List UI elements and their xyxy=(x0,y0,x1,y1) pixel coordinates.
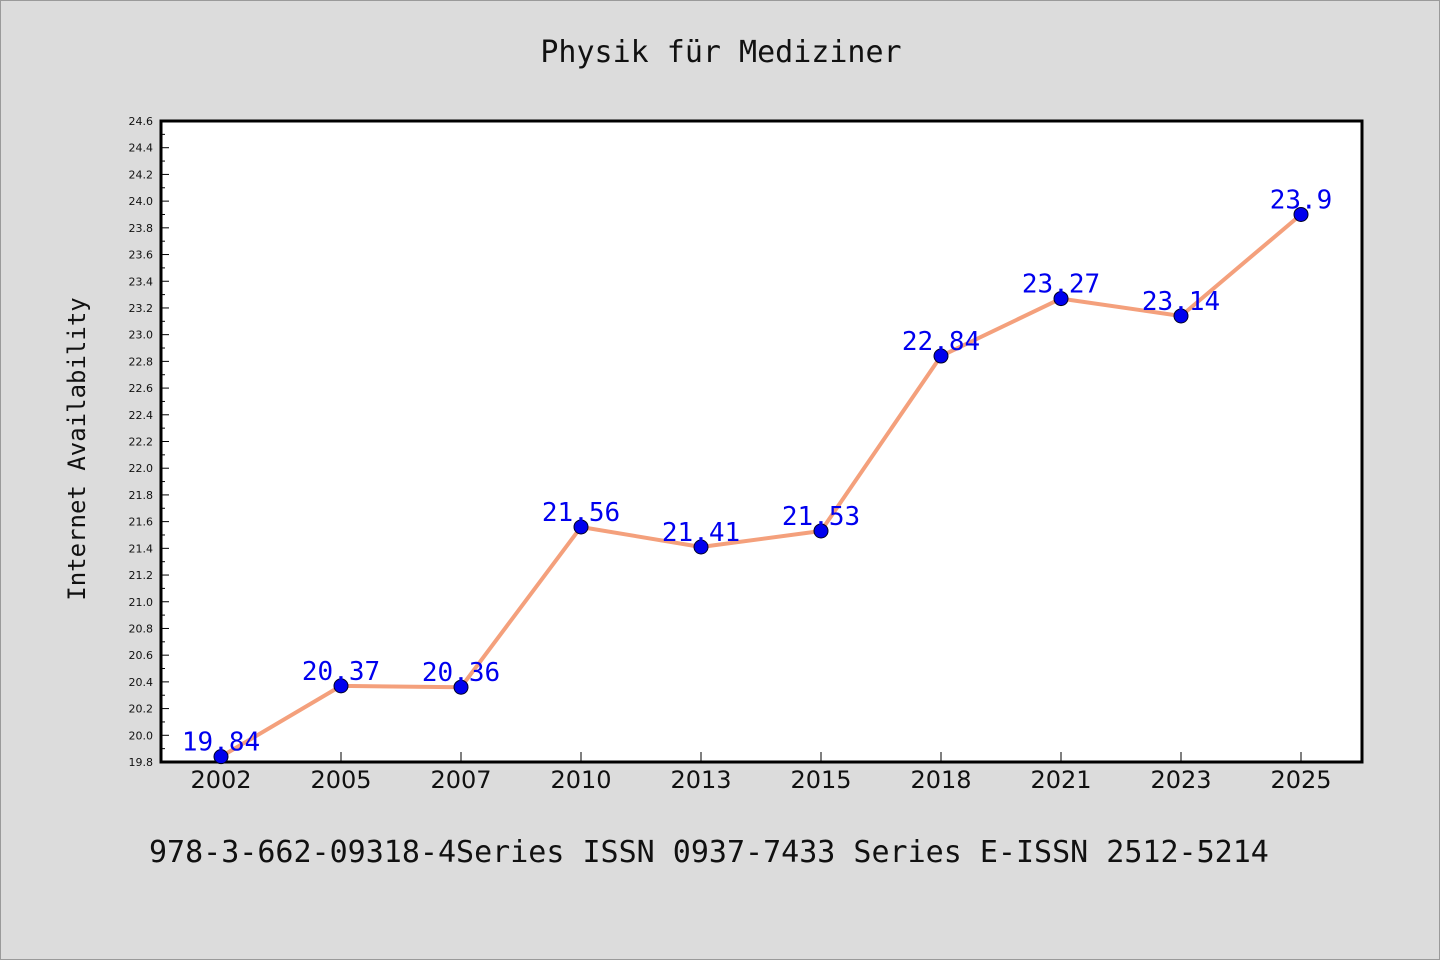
data-point xyxy=(1053,291,1069,307)
x-tick-label: 2023 xyxy=(1150,766,1211,794)
x-tick-label: 2015 xyxy=(790,766,851,794)
y-tick-label: 20.2 xyxy=(129,703,154,716)
y-tick-label: 24.0 xyxy=(129,195,154,208)
data-point xyxy=(213,749,229,765)
data-label: 20.36 xyxy=(422,658,500,688)
data-point xyxy=(693,539,709,555)
x-tick-label: 2013 xyxy=(670,766,731,794)
data-point xyxy=(813,523,829,539)
x-tick-label: 2018 xyxy=(910,766,971,794)
data-label: 22.84 xyxy=(902,327,980,357)
x-tick-label: 2010 xyxy=(550,766,611,794)
x-tick-label: 2005 xyxy=(310,766,371,794)
y-tick-label: 22.0 xyxy=(129,462,154,475)
y-tick-label: 23.6 xyxy=(129,249,154,262)
y-tick-label: 19.8 xyxy=(129,756,154,769)
data-labels: 19.84 20.37 20.36 21.56 21.41 21.53 22.84 23.27… xyxy=(182,185,1332,757)
series-line xyxy=(219,212,1303,759)
y-tick-label: 23.0 xyxy=(129,329,154,342)
x-tick-label: 2007 xyxy=(430,766,491,794)
y-tick-label: 24.6 xyxy=(129,115,154,128)
data-label: 21.41 xyxy=(662,518,740,548)
x-tick-label: 2002 xyxy=(190,766,251,794)
y-tick-label: 20.4 xyxy=(129,676,154,689)
data-point xyxy=(453,679,469,695)
data-label: 23.27 xyxy=(1022,270,1100,300)
x-tick-label: 2021 xyxy=(1030,766,1091,794)
y-tick-label: 22.8 xyxy=(129,355,154,368)
y-tick-label: 22.4 xyxy=(129,409,154,422)
y-tick-label: 20.6 xyxy=(129,649,154,662)
y-tick-label: 21.2 xyxy=(129,569,154,582)
y-tick-label: 23.2 xyxy=(129,302,154,315)
x-tick-label: 2025 xyxy=(1270,766,1331,794)
data-label: 19.84 xyxy=(182,728,260,758)
chart-title: Physik für Mediziner xyxy=(540,35,902,70)
y-tick-label: 20.8 xyxy=(129,622,154,635)
y-tick-label: 24.2 xyxy=(129,168,154,181)
y-tick-label: 23.4 xyxy=(129,275,154,288)
y-tick-label: 22.6 xyxy=(129,382,154,395)
data-label: 20.37 xyxy=(302,657,380,687)
x-axis-ticks: 2002 2005 2007 2010 2013 2015 2018 2021 2023 2025 xyxy=(190,752,1332,794)
y-tick-label: 23.8 xyxy=(129,222,154,235)
y-tick-label: 24.4 xyxy=(129,142,154,155)
footer-identifiers: 978-3-662-09318-4Series ISSN 0937-7433 S… xyxy=(149,835,1269,870)
y-tick-label: 21.0 xyxy=(129,596,154,609)
data-point xyxy=(1173,308,1189,324)
data-points xyxy=(213,206,1309,765)
y-tick-label: 22.2 xyxy=(129,436,154,449)
series-line-group xyxy=(219,212,1303,759)
y-tick-label: 21.8 xyxy=(129,489,154,502)
data-label: 23.14 xyxy=(1142,287,1220,317)
y-axis-ticks: 19.8 20.0 20.2 20.4 20.6 20.8 21.0 21.2 21.4 21.6… xyxy=(129,115,169,769)
data-point xyxy=(1293,206,1309,222)
plot-area xyxy=(159,119,1364,764)
data-point xyxy=(933,348,949,364)
y-tick-label: 21.6 xyxy=(129,516,154,529)
data-point xyxy=(333,678,349,694)
y-tick-label: 20.0 xyxy=(129,729,154,742)
y-tick-label: 21.4 xyxy=(129,542,154,555)
data-label: 21.53 xyxy=(782,502,860,532)
data-label: 23.9 xyxy=(1270,185,1333,215)
data-point xyxy=(573,519,589,535)
data-label: 21.56 xyxy=(542,498,620,528)
